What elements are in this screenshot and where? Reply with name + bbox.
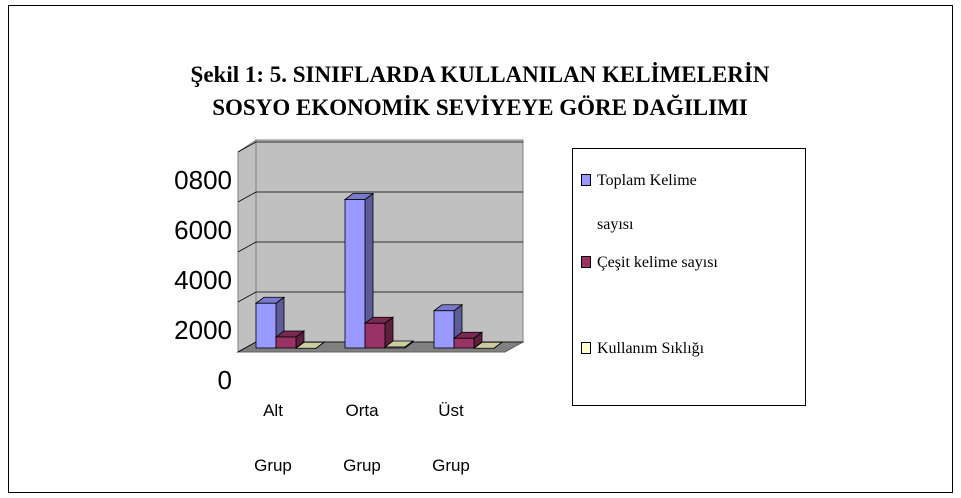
legend: Toplam Kelime sayısı Çeşit kelime sayısı K…: [572, 148, 806, 406]
legend-swatch: [581, 256, 591, 268]
y-tick-label: 0: [218, 365, 232, 395]
legend-label: Kullanım Sıklığı: [597, 340, 705, 357]
legend-swatch: [581, 342, 591, 354]
legend-item: Çeşit kelime sayısı: [581, 241, 727, 285]
legend-swatch: [581, 174, 591, 186]
legend-item: Kullanım Sıklığı: [581, 327, 727, 371]
grid-line: [237, 191, 523, 203]
grid-line: [237, 141, 523, 153]
x-tick-label: Orta Grup: [343, 401, 381, 475]
back-wall: [255, 139, 524, 343]
y-tick-label: 0800: [174, 165, 232, 195]
bar: [294, 341, 326, 350]
legend-label: Çeşit kelime sayısı: [597, 254, 718, 271]
grid-line: [237, 291, 523, 303]
frame: [8, 5, 953, 493]
bar: [472, 341, 504, 350]
chart-title: Şekil 1: 5. SINIFLARDA KULLANILAN KELİME…: [190, 62, 770, 120]
bar: [363, 316, 395, 349]
y-tick-label: 6000: [174, 215, 232, 245]
y-tick-label: 2000: [174, 315, 232, 345]
bar: [452, 331, 484, 349]
legend-label: Toplam Kelime sayısı: [597, 172, 697, 233]
side-wall: [237, 139, 257, 353]
x-tick-label: Üst Grup: [432, 401, 470, 475]
legend-item: Toplam Kelime sayısı: [581, 159, 727, 247]
bar: [383, 340, 415, 349]
bar: [343, 192, 375, 349]
y-tick-label: 4000: [174, 265, 232, 295]
x-tick-label: Alt Grup: [254, 401, 292, 475]
grid-line: [237, 241, 523, 253]
